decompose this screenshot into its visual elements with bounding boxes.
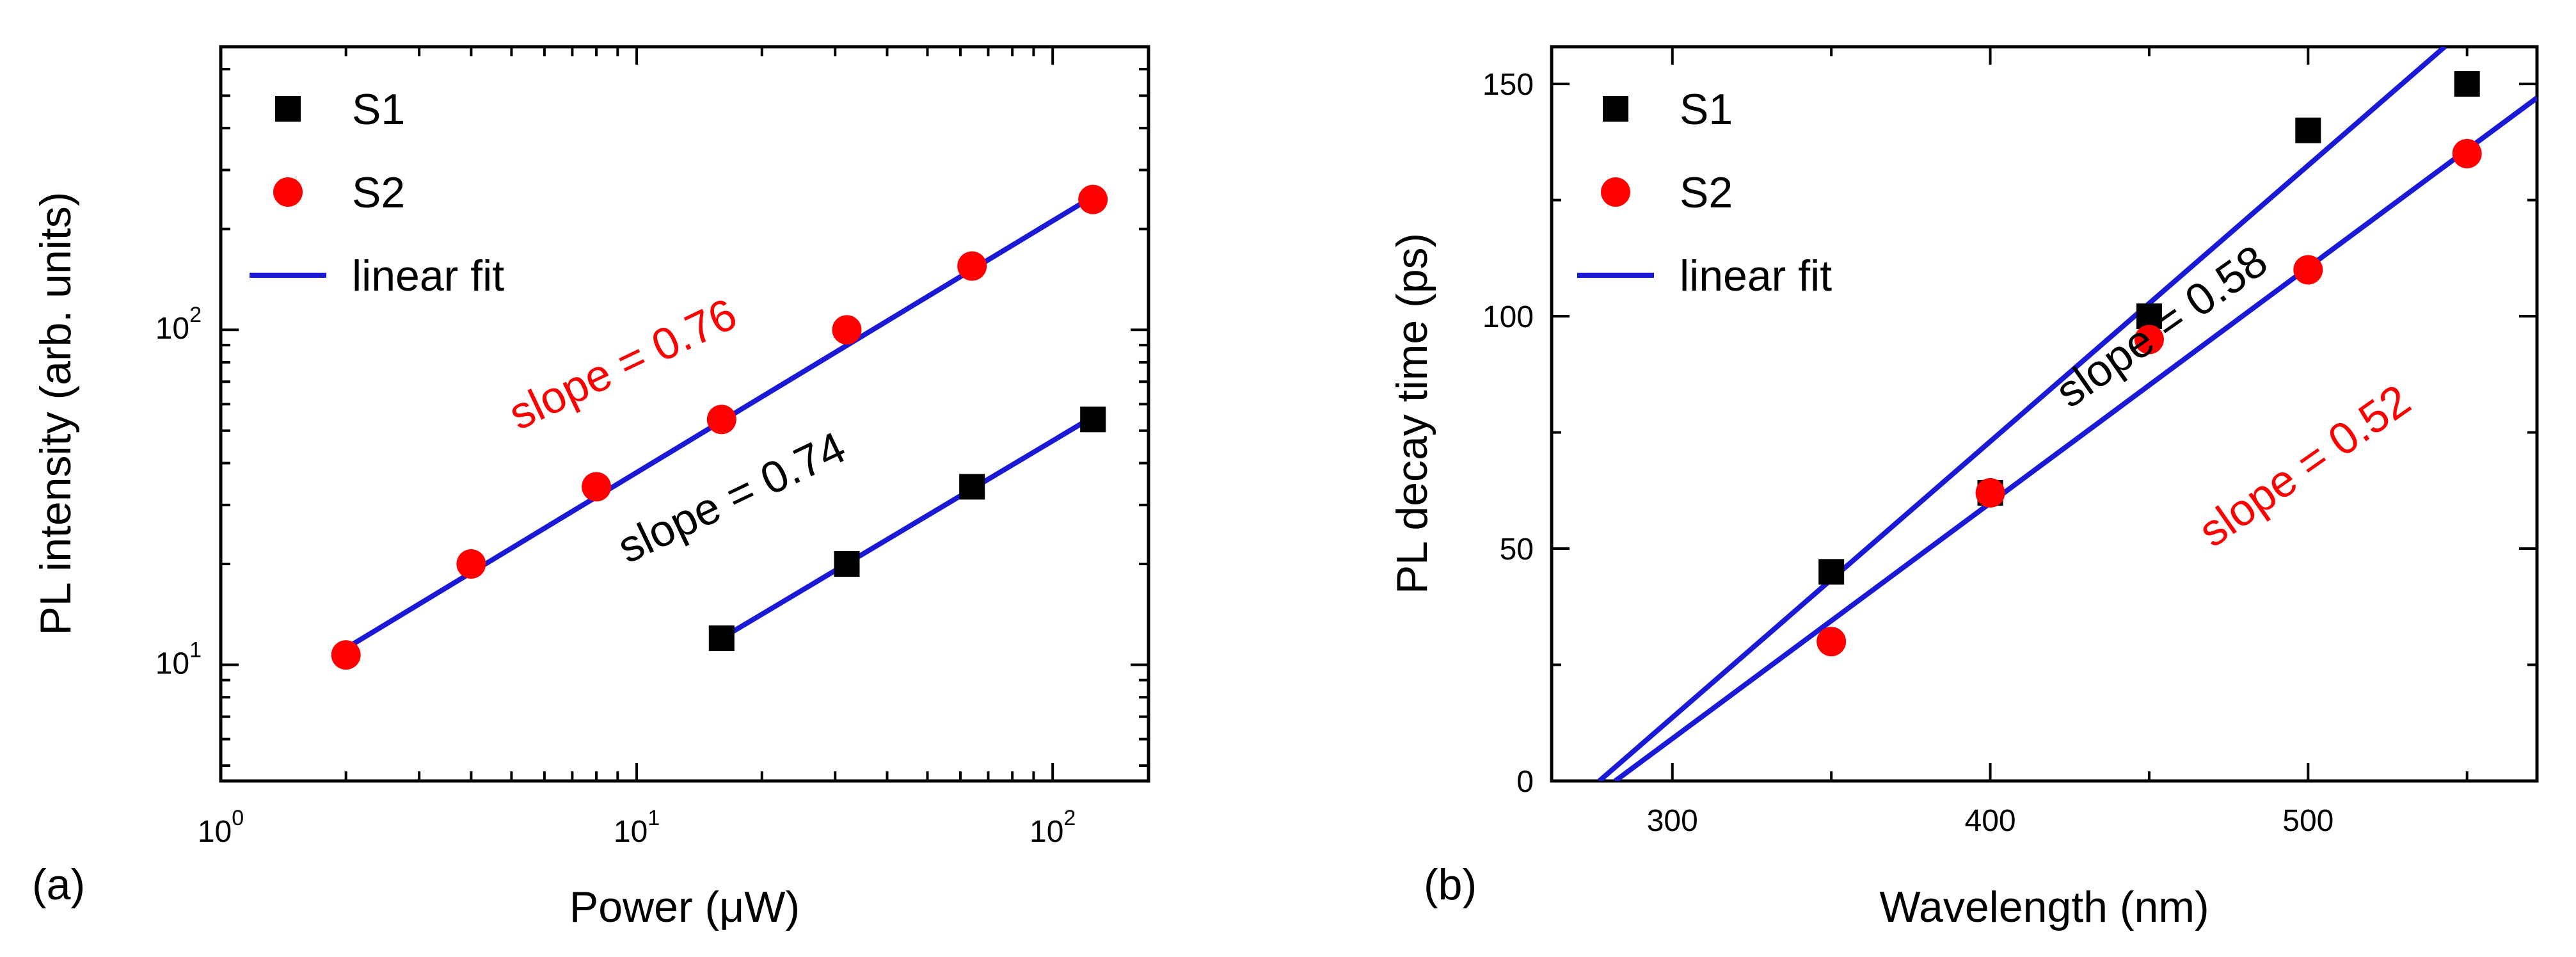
legend-marker-s2 (1601, 177, 1630, 207)
panel-a-y-axis-label: PL intensity (arb. units) (31, 192, 80, 636)
data-point-s2 (957, 251, 987, 281)
fit-line-s2 (1613, 95, 2537, 781)
y-tick-label: 100 (1483, 300, 1534, 334)
data-point-s2 (456, 549, 486, 579)
slope-annotation: slope = 0.52 (2190, 375, 2419, 557)
legend-label-s1: S1 (1680, 85, 1733, 134)
legend-marker-s2 (273, 177, 303, 207)
legend-label-s2: S2 (352, 168, 405, 217)
x-tick-label: 300 (1647, 804, 1698, 838)
data-point-s2 (582, 472, 612, 502)
data-point-s2 (1078, 184, 1108, 214)
panel-a-plot-frame (219, 45, 1150, 783)
x-tick-label: 101 (614, 806, 660, 849)
panel-b-label: (b) (1424, 860, 1477, 909)
fit-line-s1 (1597, 47, 2447, 781)
x-tick-label: 400 (1965, 804, 2016, 838)
data-point-s2 (2293, 255, 2323, 285)
panel-b-x-axis-label: Wavelength (nm) (1879, 883, 2209, 931)
y-tick-label: 0 (1516, 765, 1534, 799)
data-point-s1 (834, 551, 860, 577)
data-point-s1 (1818, 559, 1845, 585)
panel-b-chart: 300 400 500 0 50 100 150 S1 S2 linear fit slope … (1388, 45, 2539, 931)
y-tick-label: 50 (1500, 533, 1534, 567)
data-point-s1 (708, 625, 735, 652)
data-point-s1 (2295, 117, 2321, 143)
data-point-s2 (832, 315, 862, 345)
data-point-s2 (331, 640, 361, 670)
data-point-s2 (2452, 138, 2482, 168)
panel-b-plot-frame (1550, 45, 2539, 783)
legend-marker-s1 (275, 96, 301, 122)
legend-label-fit: linear fit (352, 252, 504, 300)
y-tick-label: 150 (1483, 68, 1534, 102)
fit-line-s1 (720, 414, 1095, 641)
legend-label-s1: S1 (352, 85, 405, 134)
panel-a-label: (a) (32, 860, 85, 909)
y-tick-label: 102 (155, 303, 202, 346)
panel-a-chart: 100 101 102 101 102 S1 S2 linear fit slope = 0… (31, 45, 1150, 931)
x-tick-label: 500 (2282, 804, 2334, 838)
data-point-s1 (1080, 406, 1106, 433)
x-tick-label: 102 (1030, 806, 1076, 849)
slope-annotation: slope = 0.74 (610, 422, 853, 572)
data-point-s1 (2454, 71, 2480, 97)
x-tick-label: 100 (198, 806, 244, 849)
legend-label-fit: linear fit (1680, 252, 1832, 300)
panel-b-y-axis-label: PL decay time (ps) (1388, 233, 1436, 594)
y-tick-label: 101 (155, 638, 202, 681)
legend-label-s2: S2 (1680, 168, 1733, 217)
panel-a-x-axis-label: Power (μW) (569, 883, 800, 931)
data-point-s2 (1975, 478, 2005, 508)
legend-marker-s1 (1603, 96, 1628, 122)
slope-annotation: slope = 0.58 (2047, 236, 2277, 417)
data-point-s2 (706, 405, 736, 435)
data-point-s1 (959, 474, 985, 500)
data-point-s2 (2134, 325, 2164, 355)
data-point-s2 (1817, 627, 1847, 657)
